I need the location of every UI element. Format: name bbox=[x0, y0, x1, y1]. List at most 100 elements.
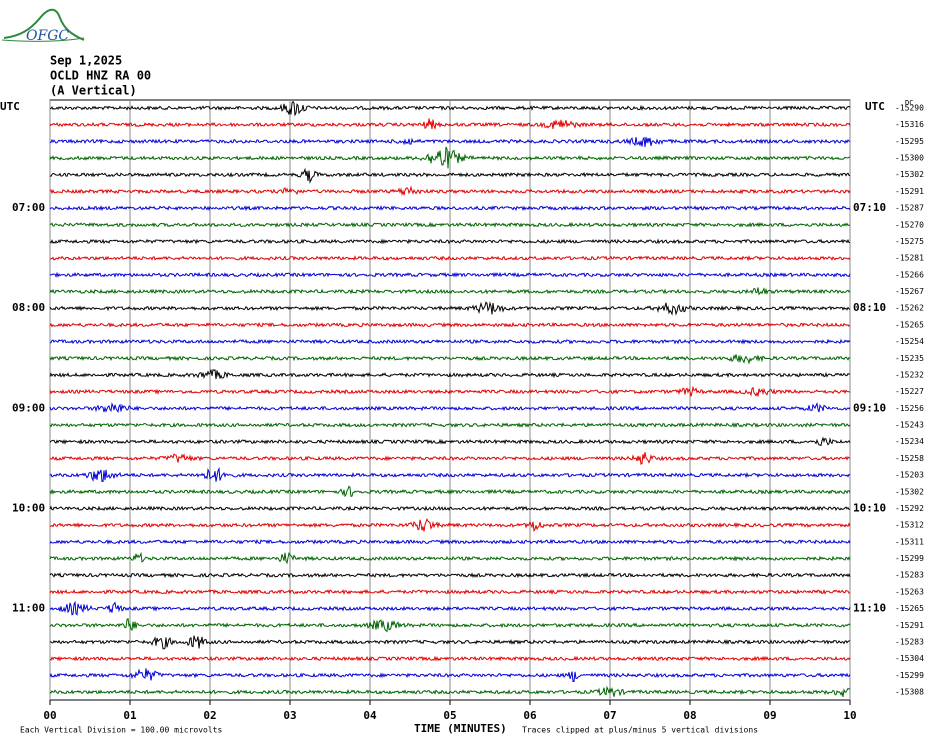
trace bbox=[49, 338, 851, 345]
trace bbox=[49, 167, 851, 184]
time-label-left: 08:00 bbox=[12, 301, 45, 314]
offset-label: -15316 bbox=[895, 120, 924, 129]
x-tick-label: 08 bbox=[683, 709, 696, 722]
offset-label: -15302 bbox=[895, 487, 924, 496]
trace bbox=[49, 517, 851, 532]
offset-label: -15203 bbox=[895, 471, 924, 480]
trace bbox=[49, 238, 851, 245]
trace bbox=[49, 301, 851, 316]
component: (A Vertical) bbox=[50, 84, 137, 98]
trace bbox=[49, 505, 851, 512]
offset-label: -15287 bbox=[895, 204, 924, 213]
offset-label: -15267 bbox=[895, 287, 924, 296]
trace bbox=[49, 287, 851, 296]
offset-label: -15292 bbox=[895, 504, 924, 513]
time-label-right: 11:10 bbox=[853, 602, 886, 615]
time-label-right: 07:10 bbox=[853, 201, 886, 214]
trace bbox=[49, 185, 851, 197]
trace bbox=[49, 588, 850, 596]
offset-label: -15256 bbox=[895, 404, 924, 413]
trace bbox=[49, 655, 851, 662]
clip-note: Traces clipped at plus/minus 5 vertical … bbox=[522, 726, 758, 735]
trace bbox=[49, 118, 851, 131]
offset-label: -15265 bbox=[895, 320, 924, 329]
date: Sep 1,2025 bbox=[50, 54, 122, 68]
offset-label: -15262 bbox=[895, 304, 924, 313]
x-tick-label: 02 bbox=[203, 709, 216, 722]
x-tick-label: 09 bbox=[763, 709, 776, 722]
offset-label: -15300 bbox=[895, 154, 924, 163]
trace bbox=[49, 538, 851, 545]
x-tick-label: 01 bbox=[123, 709, 137, 722]
offset-label: -15299 bbox=[895, 671, 924, 680]
offset-label: -15304 bbox=[895, 654, 924, 663]
x-tick-label: 03 bbox=[283, 709, 296, 722]
logo-text: OFGC bbox=[26, 28, 69, 44]
offset-label: -15283 bbox=[895, 637, 924, 646]
logo-swoosh bbox=[3, 8, 85, 41]
offset-label: -15263 bbox=[895, 587, 924, 596]
offset-label: -15291 bbox=[895, 187, 924, 196]
trace bbox=[49, 600, 851, 616]
x-tick-label: 04 bbox=[363, 709, 377, 722]
offset-label: -15311 bbox=[895, 537, 924, 546]
x-tick-label: 00 bbox=[43, 709, 56, 722]
time-label-left: 07:00 bbox=[12, 201, 45, 214]
time-label-right: 08:10 bbox=[853, 301, 886, 314]
offset-label: -15234 bbox=[895, 437, 924, 446]
offset-label: -15270 bbox=[895, 220, 924, 229]
offset-label: -15232 bbox=[895, 370, 924, 379]
offset-label: -15266 bbox=[895, 270, 924, 279]
trace bbox=[49, 635, 851, 650]
offset-label: -15312 bbox=[895, 521, 924, 530]
time-label-left: 09:00 bbox=[12, 401, 45, 414]
offset-label: -15258 bbox=[895, 454, 924, 463]
utc-left: UTC bbox=[0, 100, 20, 113]
time-label-left: 10:00 bbox=[12, 501, 45, 514]
offset-label: -15243 bbox=[895, 421, 924, 430]
offset-label: -15235 bbox=[895, 354, 924, 363]
trace bbox=[49, 422, 851, 428]
x-tick-label: 10 bbox=[843, 709, 856, 722]
trace bbox=[49, 685, 851, 698]
trace bbox=[49, 136, 851, 147]
trace bbox=[49, 204, 851, 212]
offset-label: -15290 bbox=[895, 104, 924, 113]
scale-note: Each Vertical Division = 100.00 microvol… bbox=[20, 726, 222, 735]
trace bbox=[49, 255, 851, 262]
x-tick-label: 07 bbox=[603, 709, 616, 722]
trace bbox=[49, 572, 851, 579]
trace bbox=[49, 466, 851, 483]
offset-label: -15281 bbox=[895, 254, 924, 263]
offset-label: -15295 bbox=[895, 137, 924, 146]
trace bbox=[49, 146, 851, 169]
trace bbox=[49, 369, 851, 380]
offset-label: -15227 bbox=[895, 387, 924, 396]
time-label-right: 10:10 bbox=[853, 501, 886, 514]
dc-label: DC bbox=[905, 99, 913, 107]
x-axis-label: TIME (MINUTES) bbox=[414, 722, 507, 735]
trace bbox=[50, 271, 851, 278]
x-tick-label: 06 bbox=[523, 709, 537, 722]
logo-base bbox=[1, 37, 85, 42]
offset-label: -15302 bbox=[895, 170, 924, 179]
trace bbox=[49, 402, 851, 414]
offset-label: -15254 bbox=[895, 337, 924, 346]
offset-label: -15291 bbox=[895, 621, 924, 630]
trace bbox=[49, 385, 851, 397]
offset-label: -15308 bbox=[895, 688, 924, 697]
trace bbox=[49, 221, 851, 228]
utc-right: UTC bbox=[865, 100, 885, 113]
offset-label: -15283 bbox=[895, 571, 924, 580]
trace bbox=[49, 321, 851, 328]
time-label-left: 11:00 bbox=[12, 602, 45, 615]
offset-label: -15299 bbox=[895, 554, 924, 563]
x-tick-label: 05 bbox=[443, 709, 456, 722]
trace bbox=[49, 551, 851, 565]
trace bbox=[49, 354, 851, 365]
trace bbox=[49, 436, 851, 447]
station: OCLD HNZ RA 00 bbox=[50, 69, 151, 83]
time-label-right: 09:10 bbox=[853, 401, 886, 414]
